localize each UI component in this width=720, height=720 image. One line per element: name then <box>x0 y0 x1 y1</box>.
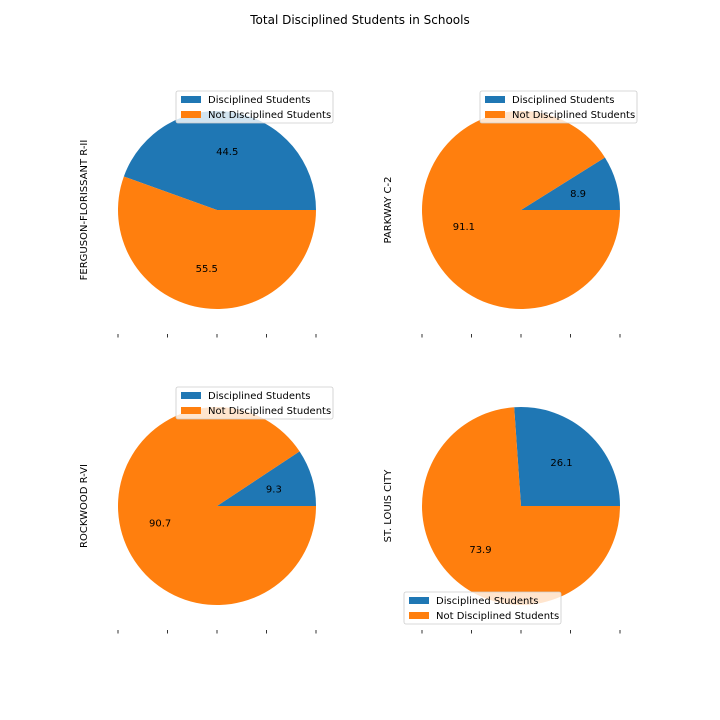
legend-label: Disciplined Students <box>436 596 538 607</box>
pie-slice-disciplined <box>123 111 316 210</box>
legend-swatch <box>181 111 201 118</box>
pie-slice-not-disciplined <box>422 111 620 310</box>
legend-label: Not Disciplined Students <box>512 110 635 121</box>
pie-value-label: 91.1 <box>453 222 475 233</box>
legend-swatch <box>485 111 505 118</box>
legend-swatch <box>409 597 429 604</box>
pie-panel-2: 8.9 91.1 PARKWAY C-2 Disciplined Students No… <box>383 90 638 338</box>
pie-panel-3: 9.3 90.7 ROCKWOOD R-VI Disciplined Students… <box>79 386 334 634</box>
legend-box <box>175 386 334 420</box>
legend: Disciplined Students Not Disciplined Stud… <box>175 386 334 420</box>
pie-value-label: 90.7 <box>149 519 171 530</box>
pie-ylabel: FERGUSON-FLORISSANT R-II <box>79 140 90 281</box>
legend-box <box>175 90 334 124</box>
pie-panel-1: 44.5 55.5 FERGUSON-FLORISSANT R-II Discipli… <box>79 90 334 338</box>
pie-panels: 44.5 55.5 FERGUSON-FLORISSANT R-II Discipli… <box>79 90 638 634</box>
pie-slice-not-disciplined <box>421 407 620 605</box>
legend: Disciplined Students Not Disciplined Stud… <box>479 90 638 124</box>
pie-value-label: 55.5 <box>196 264 218 275</box>
pie-ylabel: ROCKWOOD R-VI <box>79 464 90 548</box>
pie-value-label: 44.5 <box>216 147 238 158</box>
pie-value-label: 26.1 <box>550 458 572 469</box>
pie-ylabel: ST. LOUIS CITY <box>383 469 394 543</box>
pie-panel-4: 26.1 73.9 ST. LOUIS CITY Disciplined Studen… <box>383 406 621 634</box>
pie-slice-disciplined <box>217 451 316 506</box>
pie-slice-disciplined <box>521 157 620 210</box>
legend-label: Not Disciplined Students <box>208 110 331 121</box>
figure-title: Total Disciplined Students in Schools <box>249 13 469 27</box>
legend-swatch <box>181 407 201 414</box>
legend-label: Disciplined Students <box>208 391 310 402</box>
legend-label: Not Disciplined Students <box>208 406 331 417</box>
legend: Disciplined Students Not Disciplined Stud… <box>175 90 334 124</box>
pie-value-label: 73.9 <box>469 545 491 556</box>
legend-label: Disciplined Students <box>208 95 310 106</box>
legend-box <box>479 90 638 124</box>
legend-swatch <box>181 392 201 399</box>
legend-swatch <box>409 612 429 619</box>
legend-swatch <box>181 96 201 103</box>
pie-slice-not-disciplined <box>117 406 316 605</box>
legend-box <box>403 591 562 625</box>
pie-slice-disciplined <box>514 406 620 506</box>
pie-value-label: 8.9 <box>570 189 586 200</box>
legend-swatch <box>485 96 505 103</box>
legend-label: Disciplined Students <box>512 95 614 106</box>
pie-ylabel: PARKWAY C-2 <box>383 176 394 243</box>
legend-label: Not Disciplined Students <box>436 611 559 622</box>
legend: Disciplined Students Not Disciplined Stud… <box>403 591 562 625</box>
pie-slice-not-disciplined <box>117 176 317 310</box>
pie-value-label: 9.3 <box>266 484 282 495</box>
